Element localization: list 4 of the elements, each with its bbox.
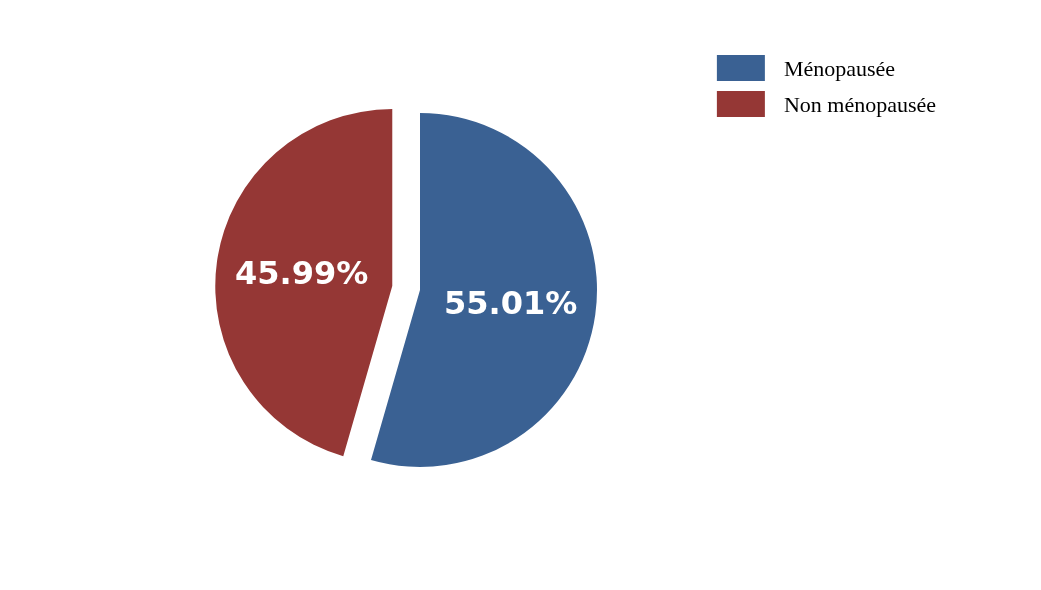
legend-label: Non ménopausée	[783, 91, 936, 117]
data-label: 45.99%	[235, 254, 369, 293]
legend-label: Ménopausée	[783, 55, 896, 81]
data-label: 55.01%	[443, 283, 578, 322]
